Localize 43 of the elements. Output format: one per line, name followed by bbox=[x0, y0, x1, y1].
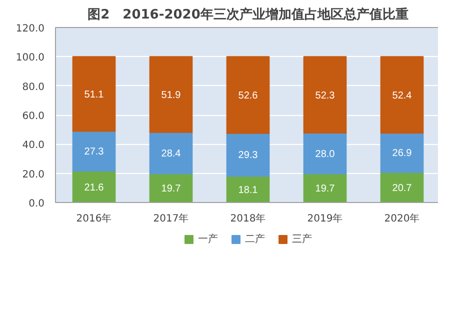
bar bbox=[380, 56, 424, 134]
bar bbox=[149, 56, 193, 133]
data-label: 52.6 bbox=[238, 90, 258, 102]
data-label: 28.4 bbox=[161, 148, 182, 160]
bar bbox=[303, 132, 347, 174]
bar bbox=[303, 56, 347, 134]
chart-title: 图2 2016-2020年三次产业增加值占地区总产值比重 bbox=[88, 6, 408, 22]
data-label: 51.9 bbox=[161, 90, 182, 102]
bar bbox=[226, 56, 270, 134]
data-label: 19.7 bbox=[161, 184, 182, 195]
y-tick-label: 40.0 bbox=[22, 140, 44, 152]
data-label: 52.4 bbox=[392, 90, 412, 102]
x-tick-label: 2019年 bbox=[307, 212, 343, 224]
data-label: 28.0 bbox=[315, 148, 336, 160]
data-label: 29.3 bbox=[238, 150, 258, 162]
data-label: 21.6 bbox=[84, 182, 104, 194]
data-label: 27.3 bbox=[84, 146, 104, 158]
data-label: 51.1 bbox=[84, 89, 104, 100]
data-label: 19.7 bbox=[315, 184, 336, 195]
bar bbox=[380, 172, 424, 202]
legend-label: 三产 bbox=[292, 232, 312, 246]
y-tick-label: 0.0 bbox=[28, 198, 45, 210]
bar bbox=[72, 56, 116, 132]
y-tick-label: 120.0 bbox=[16, 24, 45, 34]
x-tick-label: 2017年 bbox=[153, 212, 189, 224]
x-tick-label: 2018年 bbox=[230, 212, 266, 224]
y-tick-label: 60.0 bbox=[22, 111, 44, 122]
x-tick-label: 2016年 bbox=[76, 212, 112, 224]
bar bbox=[226, 132, 270, 177]
x-tick-label: 2020年 bbox=[384, 212, 420, 224]
legend-label: 一产 bbox=[198, 232, 218, 246]
legend-label: 二产 bbox=[245, 232, 265, 246]
y-tick-label: 100.0 bbox=[16, 52, 45, 64]
bar bbox=[149, 132, 193, 174]
data-label: 20.7 bbox=[392, 182, 412, 194]
data-label: 18.1 bbox=[238, 184, 258, 196]
data-label: 26.9 bbox=[392, 148, 412, 160]
bar bbox=[380, 132, 424, 173]
bar bbox=[72, 130, 116, 172]
data-label: 52.3 bbox=[315, 90, 336, 102]
y-tick-label: 80.0 bbox=[22, 82, 44, 93]
bar bbox=[72, 170, 116, 202]
y-tick-label: 20.0 bbox=[22, 169, 44, 180]
